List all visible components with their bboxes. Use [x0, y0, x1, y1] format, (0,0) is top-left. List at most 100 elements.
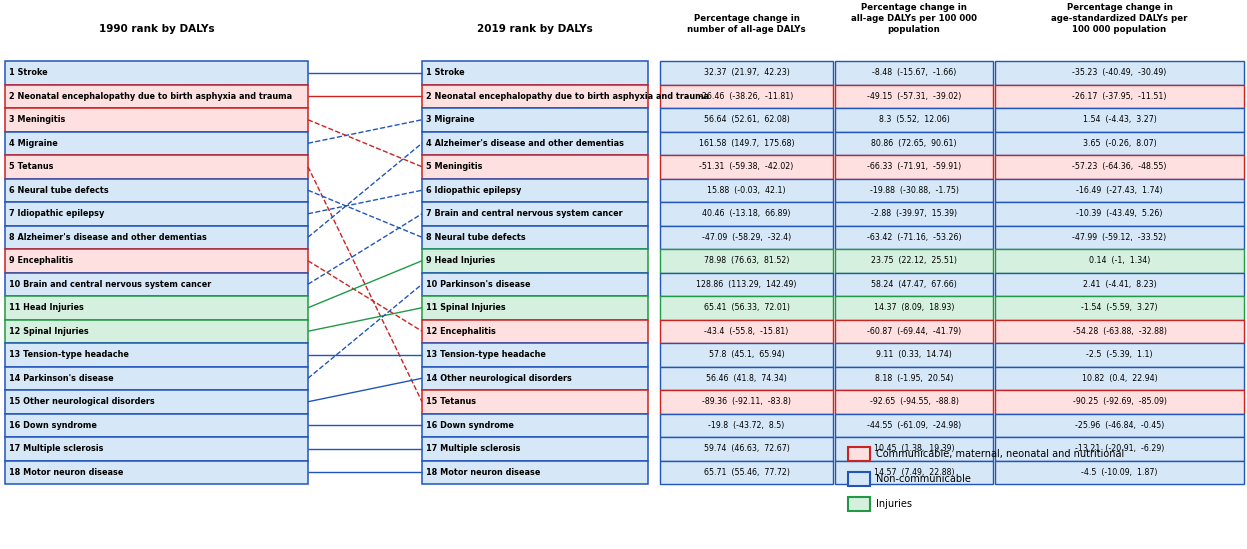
- FancyBboxPatch shape: [835, 108, 993, 132]
- Text: Percentage change in
age-standardized DALYs per
100 000 population: Percentage change in age-standardized DA…: [1051, 3, 1187, 34]
- Text: 8 Alzheimer's disease and other dementias: 8 Alzheimer's disease and other dementia…: [9, 233, 207, 242]
- FancyBboxPatch shape: [421, 320, 648, 343]
- Text: 5 Tetanus: 5 Tetanus: [9, 163, 54, 171]
- FancyBboxPatch shape: [835, 437, 993, 461]
- Text: 16 Down syndrome: 16 Down syndrome: [426, 421, 514, 430]
- Text: 2 Neonatal encephalopathy due to birth asphyxia and trauma: 2 Neonatal encephalopathy due to birth a…: [9, 92, 292, 101]
- Text: 3 Migraine: 3 Migraine: [426, 115, 475, 124]
- Text: 10.82  (0.4,  22.94): 10.82 (0.4, 22.94): [1081, 374, 1157, 383]
- Text: Non-communicable: Non-communicable: [875, 474, 971, 484]
- FancyBboxPatch shape: [5, 343, 308, 367]
- FancyBboxPatch shape: [995, 61, 1245, 85]
- Text: -89.36  (-92.11,  -83.8): -89.36 (-92.11, -83.8): [702, 397, 791, 406]
- FancyBboxPatch shape: [421, 367, 648, 390]
- Text: 17 Multiple sclerosis: 17 Multiple sclerosis: [426, 444, 520, 453]
- Text: 2.41  (-4.41,  8.23): 2.41 (-4.41, 8.23): [1082, 280, 1156, 289]
- Text: 14.37  (8.09,  18.93): 14.37 (8.09, 18.93): [874, 303, 954, 312]
- FancyBboxPatch shape: [660, 461, 833, 484]
- FancyBboxPatch shape: [995, 343, 1245, 367]
- Text: 4 Migraine: 4 Migraine: [9, 139, 57, 148]
- FancyBboxPatch shape: [995, 249, 1245, 272]
- FancyBboxPatch shape: [421, 390, 648, 413]
- Text: -57.23  (-64.36,  -48.55): -57.23 (-64.36, -48.55): [1072, 163, 1167, 171]
- Text: 3 Meningitis: 3 Meningitis: [9, 115, 65, 124]
- Text: -10.39  (-43.49,  5.26): -10.39 (-43.49, 5.26): [1076, 209, 1162, 219]
- FancyBboxPatch shape: [5, 320, 308, 343]
- Text: 32.37  (21.97,  42.23): 32.37 (21.97, 42.23): [703, 68, 789, 77]
- FancyBboxPatch shape: [5, 108, 308, 132]
- FancyBboxPatch shape: [421, 202, 648, 226]
- FancyBboxPatch shape: [421, 249, 648, 272]
- Text: 6 Idiopathic epilepsy: 6 Idiopathic epilepsy: [426, 186, 521, 195]
- FancyBboxPatch shape: [995, 178, 1245, 202]
- FancyBboxPatch shape: [421, 343, 648, 367]
- FancyBboxPatch shape: [835, 320, 993, 343]
- Text: 1 Stroke: 1 Stroke: [9, 68, 47, 77]
- FancyBboxPatch shape: [660, 437, 833, 461]
- FancyBboxPatch shape: [421, 155, 648, 178]
- Text: 18 Motor neuron disease: 18 Motor neuron disease: [426, 468, 540, 477]
- FancyBboxPatch shape: [835, 178, 993, 202]
- FancyBboxPatch shape: [835, 61, 993, 85]
- Text: -19.88  (-30.88,  -1.75): -19.88 (-30.88, -1.75): [869, 186, 959, 195]
- FancyBboxPatch shape: [5, 178, 308, 202]
- Text: 56.46  (41.8,  74.34): 56.46 (41.8, 74.34): [706, 374, 787, 383]
- Text: 65.41  (56.33,  72.01): 65.41 (56.33, 72.01): [703, 303, 789, 312]
- Text: -43.4  (-55.8,  -15.81): -43.4 (-55.8, -15.81): [705, 327, 788, 336]
- Text: -51.31  (-59.38,  -42.02): -51.31 (-59.38, -42.02): [700, 163, 793, 171]
- FancyBboxPatch shape: [835, 155, 993, 178]
- FancyBboxPatch shape: [995, 202, 1245, 226]
- FancyBboxPatch shape: [995, 320, 1245, 343]
- Text: -47.99  (-59.12,  -33.52): -47.99 (-59.12, -33.52): [1072, 233, 1166, 242]
- Text: 65.71  (55.46,  77.72): 65.71 (55.46, 77.72): [703, 468, 789, 477]
- Text: 23.75  (22.12,  25.51): 23.75 (22.12, 25.51): [872, 256, 956, 265]
- FancyBboxPatch shape: [5, 437, 308, 461]
- FancyBboxPatch shape: [995, 437, 1245, 461]
- FancyBboxPatch shape: [835, 413, 993, 437]
- FancyBboxPatch shape: [421, 85, 648, 108]
- Text: 1 Stroke: 1 Stroke: [426, 68, 465, 77]
- FancyBboxPatch shape: [421, 272, 648, 296]
- Text: 18 Motor neuron disease: 18 Motor neuron disease: [9, 468, 123, 477]
- Text: 10.45  (1.38,  19.39): 10.45 (1.38, 19.39): [874, 444, 954, 453]
- Text: 17 Multiple sclerosis: 17 Multiple sclerosis: [9, 444, 104, 453]
- Text: -26.17  (-37.95,  -11.51): -26.17 (-37.95, -11.51): [1072, 92, 1167, 101]
- Text: 14 Other neurological disorders: 14 Other neurological disorders: [426, 374, 572, 383]
- Text: -25.96  (-46.84,  -0.45): -25.96 (-46.84, -0.45): [1075, 421, 1165, 430]
- Text: 57.8  (45.1,  65.94): 57.8 (45.1, 65.94): [708, 350, 784, 359]
- FancyBboxPatch shape: [660, 155, 833, 178]
- FancyBboxPatch shape: [835, 249, 993, 272]
- FancyBboxPatch shape: [660, 108, 833, 132]
- Text: 161.58  (149.7,  175.68): 161.58 (149.7, 175.68): [698, 139, 794, 148]
- Text: 1990 rank by DALYs: 1990 rank by DALYs: [99, 24, 214, 34]
- Text: -8.48  (-15.67,  -1.66): -8.48 (-15.67, -1.66): [872, 68, 956, 77]
- Text: 15 Tetanus: 15 Tetanus: [426, 397, 476, 406]
- FancyBboxPatch shape: [660, 202, 833, 226]
- Text: -63.42  (-71.16,  -53.26): -63.42 (-71.16, -53.26): [867, 233, 961, 242]
- FancyBboxPatch shape: [421, 178, 648, 202]
- FancyBboxPatch shape: [5, 461, 308, 484]
- FancyBboxPatch shape: [421, 132, 648, 155]
- Text: 4 Alzheimer's disease and other dementias: 4 Alzheimer's disease and other dementia…: [426, 139, 624, 148]
- Text: 7 Brain and central nervous system cancer: 7 Brain and central nervous system cance…: [426, 209, 622, 219]
- FancyBboxPatch shape: [5, 155, 308, 178]
- FancyBboxPatch shape: [995, 226, 1245, 249]
- Text: -26.46  (-38.26,  -11.81): -26.46 (-38.26, -11.81): [700, 92, 793, 101]
- Text: -1.54  (-5.59,  3.27): -1.54 (-5.59, 3.27): [1081, 303, 1157, 312]
- Text: 2019 rank by DALYs: 2019 rank by DALYs: [478, 24, 592, 34]
- Text: 6 Neural tube defects: 6 Neural tube defects: [9, 186, 108, 195]
- Text: 128.86  (113.29,  142.49): 128.86 (113.29, 142.49): [696, 280, 797, 289]
- FancyBboxPatch shape: [835, 296, 993, 320]
- Text: -2.88  (-39.97,  15.39): -2.88 (-39.97, 15.39): [870, 209, 956, 219]
- Text: -35.23  (-40.49,  -30.49): -35.23 (-40.49, -30.49): [1072, 68, 1167, 77]
- FancyBboxPatch shape: [660, 367, 833, 390]
- FancyBboxPatch shape: [835, 272, 993, 296]
- FancyBboxPatch shape: [848, 472, 870, 486]
- Text: -13.21  (-20.91,  -6.29): -13.21 (-20.91, -6.29): [1075, 444, 1165, 453]
- Text: Communicable, maternal, neonatal and nutritional: Communicable, maternal, neonatal and nut…: [875, 449, 1125, 459]
- FancyBboxPatch shape: [835, 390, 993, 413]
- Text: -49.15  (-57.31,  -39.02): -49.15 (-57.31, -39.02): [867, 92, 961, 101]
- Text: Injuries: Injuries: [875, 499, 912, 509]
- FancyBboxPatch shape: [660, 413, 833, 437]
- Text: 10 Brain and central nervous system cancer: 10 Brain and central nervous system canc…: [9, 280, 211, 289]
